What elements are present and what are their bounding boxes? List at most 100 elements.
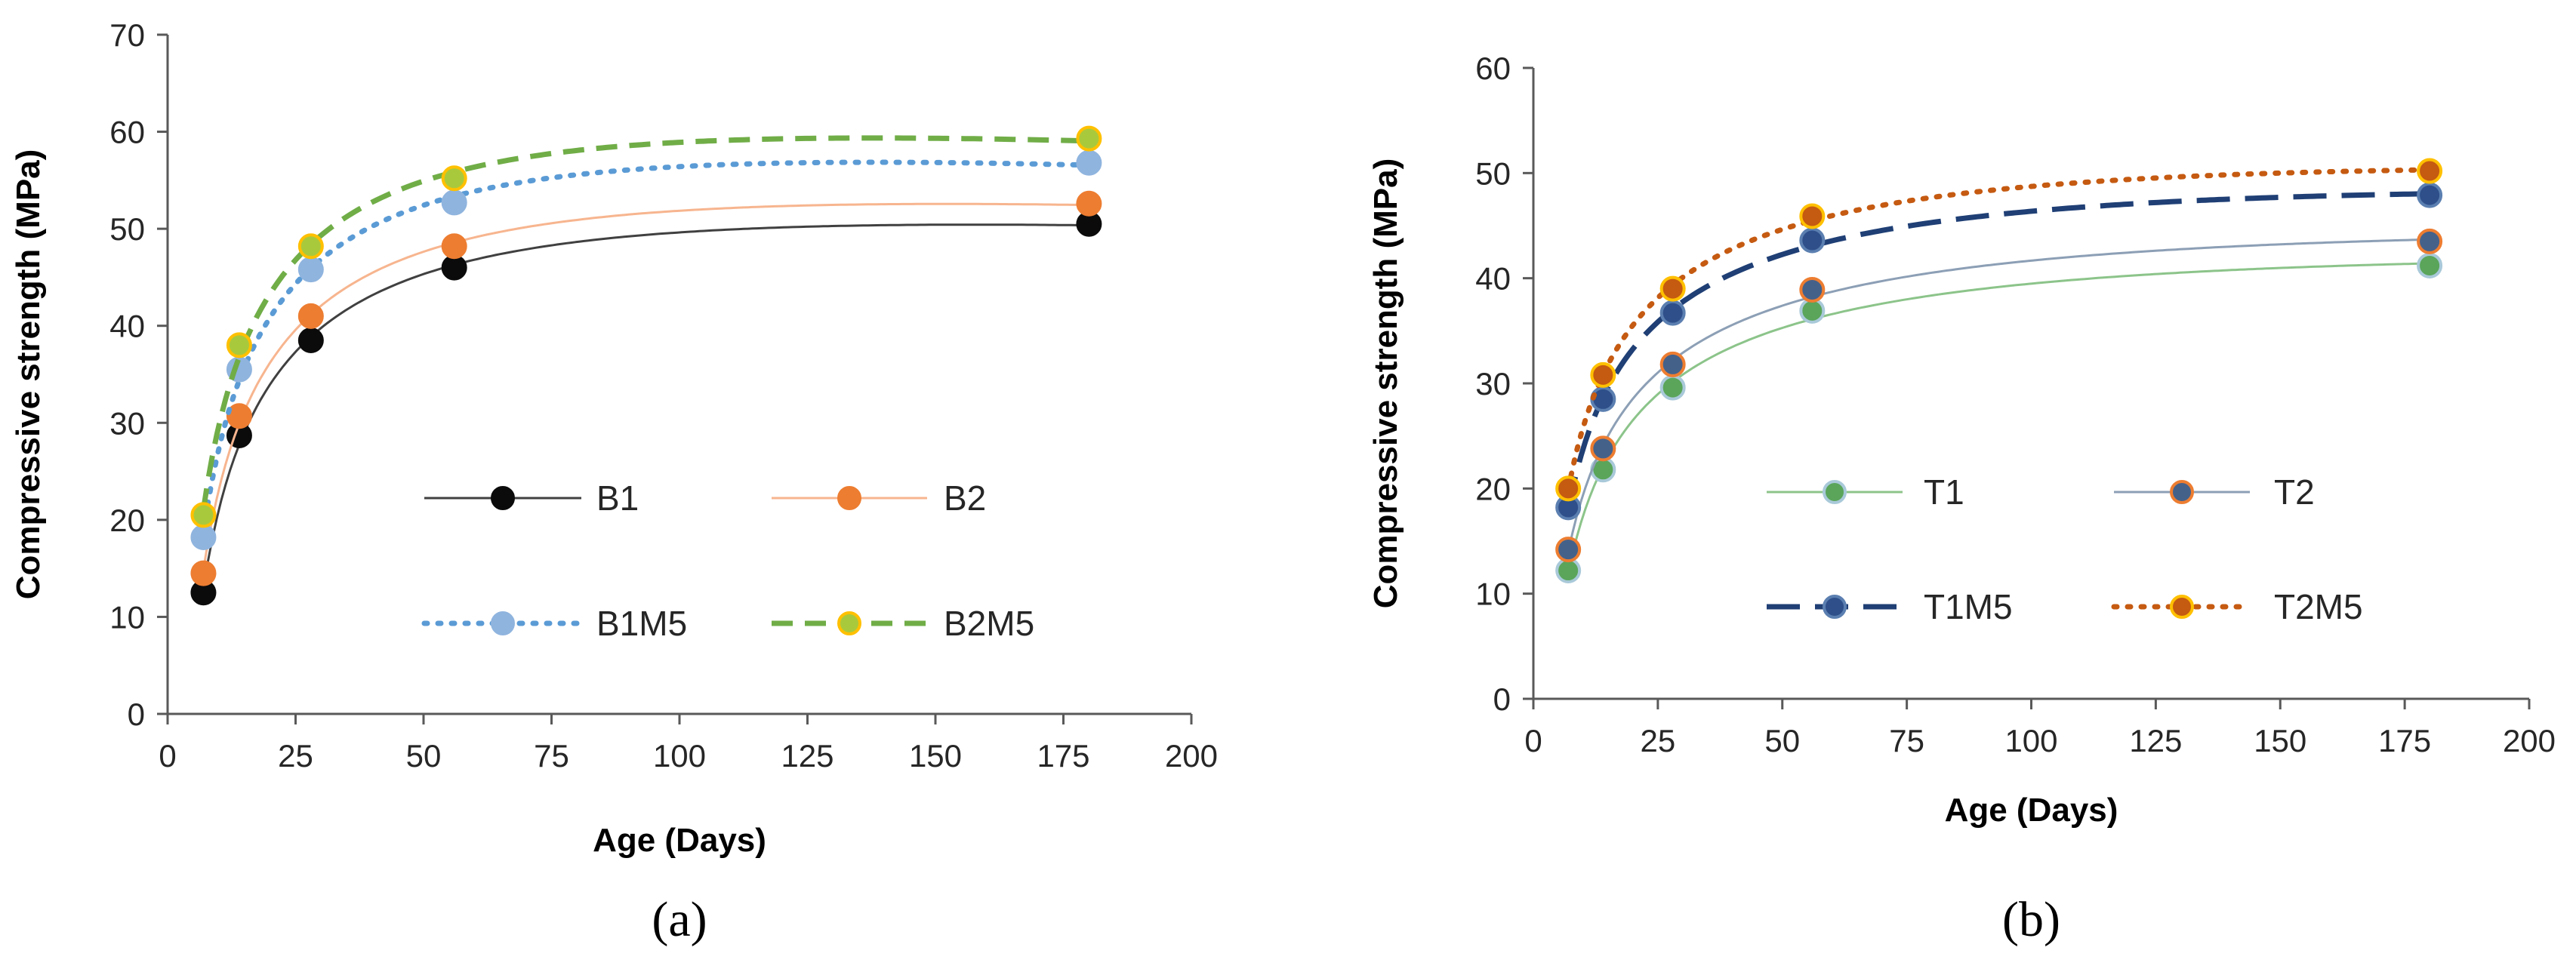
y-tick-label: 60 <box>109 115 145 150</box>
x-tick-label: 150 <box>909 738 962 774</box>
y-tick-label: 40 <box>109 309 145 344</box>
y-tick-label: 70 <box>109 17 145 53</box>
legend-label: B2M5 <box>944 604 1034 643</box>
x-tick-label: 0 <box>159 738 176 774</box>
series-line-T2M5 <box>1565 167 2433 493</box>
y-tick-label: 20 <box>1475 471 1511 506</box>
legend-label: T2M5 <box>2274 587 2363 626</box>
x-tick-label: 75 <box>1889 723 1924 758</box>
data-point-B2M5 <box>441 165 467 192</box>
data-point-B2M5 <box>1076 125 1102 152</box>
series-T2 <box>1555 228 2443 563</box>
y-tick-label: 10 <box>109 599 145 635</box>
data-point-B1 <box>441 254 467 281</box>
data-point-T2 <box>1590 435 1616 462</box>
legend-marker <box>2170 480 2194 504</box>
legend-marker <box>1823 595 1847 619</box>
data-point-B1M5 <box>297 257 324 283</box>
x-tick-label: 50 <box>406 738 442 774</box>
y-tick-label: 0 <box>1493 681 1511 717</box>
legend-marker <box>491 486 515 510</box>
series-B1 <box>190 211 1102 606</box>
data-point-B2 <box>1076 190 1102 217</box>
legend-label: B1 <box>596 478 639 518</box>
data-point-B1M5 <box>190 524 217 550</box>
data-point-T2M5 <box>2417 158 2443 184</box>
data-point-T1 <box>1555 558 1582 584</box>
legend-item-B1M5: B1M5 <box>421 604 687 643</box>
data-point-T2M5 <box>1799 203 1826 229</box>
data-point-B2 <box>190 560 217 586</box>
y-tick-label: 30 <box>1475 366 1511 401</box>
legend-marker <box>837 486 861 510</box>
x-tick-label: 75 <box>534 738 569 774</box>
legend-label: T2 <box>2274 472 2315 512</box>
y-tick-label: 30 <box>109 405 145 441</box>
series-line-B1M5 <box>201 159 1092 535</box>
x-tick-label: 125 <box>2129 723 2182 758</box>
legend-item-T1M5: T1M5 <box>1767 587 2013 626</box>
data-point-T1M5 <box>2417 182 2443 208</box>
legend-item-B2M5: B2M5 <box>772 604 1034 643</box>
series-line-B2M5 <box>201 135 1089 510</box>
series-T2M5 <box>1555 158 2443 502</box>
legend-label: T1 <box>1924 472 1964 512</box>
legend-label: T1M5 <box>1924 587 2013 626</box>
y-axis-title: Compressive strength (MPa) <box>1367 158 1404 609</box>
chart-panel-a: 0 10 20 30 40 50 60 70 0 25 50 75 100 125 150 175 200 Com… <box>10 17 1218 947</box>
series-B2M5 <box>190 125 1102 528</box>
data-point-B2 <box>226 403 252 429</box>
panel-caption: (b) <box>2002 892 2060 947</box>
x-tick-label: 200 <box>1165 738 1218 774</box>
data-point-T2M5 <box>1659 275 1686 302</box>
x-tick-label: 150 <box>2254 723 2306 758</box>
data-point-B2M5 <box>297 233 324 260</box>
y-axis-title: Compressive strength (MPa) <box>10 149 47 600</box>
data-point-T1 <box>1659 374 1686 401</box>
series-line-T1 <box>1567 262 2430 574</box>
x-axis-title: Age (Days) <box>593 822 766 859</box>
data-point-B1 <box>297 328 324 353</box>
data-point-T2 <box>1659 351 1686 377</box>
legend-marker <box>2170 595 2194 619</box>
series-line-T1M5 <box>1565 191 2430 510</box>
x-tick-label: 175 <box>1037 738 1089 774</box>
legend-marker <box>491 611 515 635</box>
x-tick-label: 25 <box>1641 723 1676 758</box>
data-point-B2M5 <box>190 502 217 528</box>
series-line-B2 <box>202 202 1089 571</box>
series-B1M5 <box>190 149 1102 550</box>
y-tick-label: 60 <box>1475 51 1511 86</box>
y-tick-label: 10 <box>1475 577 1511 612</box>
data-point-T2M5 <box>1555 475 1582 502</box>
x-tick-label: 125 <box>781 738 834 774</box>
legend-item-B2: B2 <box>772 478 986 518</box>
legend-item-T2M5: T2M5 <box>2111 587 2363 626</box>
x-tick-label: 200 <box>2503 723 2556 758</box>
series-line-T2 <box>1567 238 2430 552</box>
legend-marker <box>1823 480 1847 504</box>
y-tick-label: 40 <box>1475 261 1511 297</box>
x-tick-label: 100 <box>2004 723 2057 758</box>
y-tick-label: 20 <box>109 503 145 538</box>
legend-marker <box>837 611 861 635</box>
legend-item-T2: T2 <box>2114 472 2315 512</box>
data-point-T1M5 <box>1659 300 1686 326</box>
series-T1M5 <box>1555 182 2443 521</box>
data-point-B2M5 <box>226 332 252 358</box>
y-tick-label: 50 <box>1475 155 1511 191</box>
data-point-B2 <box>297 303 324 329</box>
legend-label: B1M5 <box>596 604 687 643</box>
data-point-T1M5 <box>1799 227 1826 254</box>
series-B2 <box>190 190 1102 586</box>
x-tick-label: 100 <box>653 738 706 774</box>
panel-caption: (a) <box>652 892 707 947</box>
legend-item-B1: B1 <box>424 478 639 518</box>
data-point-T1 <box>2417 252 2443 278</box>
x-tick-label: 25 <box>278 738 313 774</box>
y-tick-label: 50 <box>109 211 145 247</box>
x-tick-label: 50 <box>1764 723 1800 758</box>
data-point-B1M5 <box>1076 149 1102 176</box>
data-point-T1 <box>1799 297 1826 324</box>
